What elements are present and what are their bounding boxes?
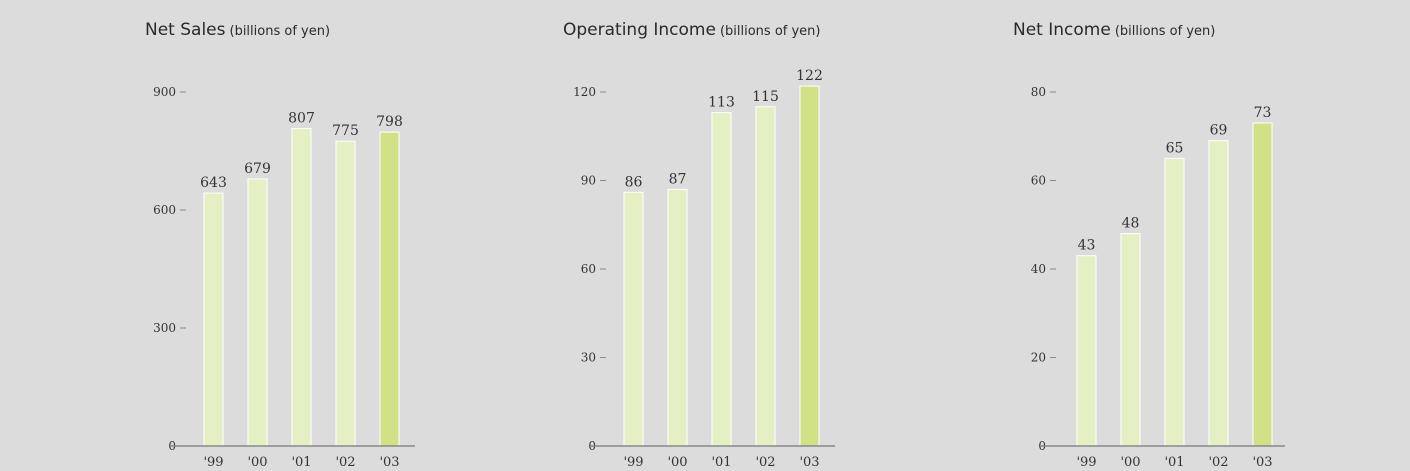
net-income-category-label: '01 <box>1164 455 1184 470</box>
operating-income-bar <box>755 106 776 447</box>
net-sales-bar <box>247 178 268 447</box>
operating-income-category-label: '99 <box>623 455 643 470</box>
net-sales-category-label: '01 <box>291 455 311 470</box>
operating-income-unit: (billions of yen) <box>719 24 821 39</box>
net-income-bar <box>1208 140 1229 447</box>
operating-income-y-tick-label: 120 <box>573 85 596 99</box>
net-income-title-text: Net Income <box>1013 20 1111 40</box>
net-sales-bar <box>379 131 400 447</box>
net-income-category-label: '03 <box>1252 455 1272 470</box>
net-income-bar <box>1252 122 1273 447</box>
operating-income-category-label: '00 <box>667 455 687 470</box>
net-income-bar <box>1164 157 1185 447</box>
net-sales-category-label: '03 <box>379 455 399 470</box>
net-sales-bar <box>291 128 312 447</box>
net-income-y-tick-label: 60 <box>1031 174 1046 188</box>
net-income-y-tick-label: 20 <box>1031 351 1046 365</box>
net-sales-category-label: '00 <box>247 455 267 470</box>
net-income-y-tick-label: 80 <box>1031 85 1046 99</box>
net-sales-bar <box>203 192 224 447</box>
operating-income-category-label: '02 <box>755 455 775 470</box>
operating-income-category-label: '01 <box>711 455 731 470</box>
net-sales-value-label: 643 <box>200 175 227 191</box>
operating-income-category-label: '03 <box>799 455 819 470</box>
net-income-title: Net Income (billions of yen) <box>1013 20 1215 40</box>
net-sales-title-text: Net Sales <box>145 20 226 40</box>
operating-income-value-label: 87 <box>669 171 687 187</box>
operating-income-bar <box>711 112 732 447</box>
net-income-value-label: 69 <box>1210 123 1228 139</box>
operating-income-bar <box>623 191 644 447</box>
net-income-value-label: 48 <box>1122 216 1140 232</box>
operating-income-bar <box>799 85 820 447</box>
operating-income-bar <box>667 188 688 447</box>
net-income-unit: (billions of yen) <box>1114 24 1216 39</box>
net-income-value-label: 43 <box>1078 238 1096 254</box>
net-income-category-label: '99 <box>1076 455 1096 470</box>
net-sales-y-tick-label: 900 <box>153 85 176 99</box>
net-income-y-tick-label: 40 <box>1031 262 1046 276</box>
net-sales-unit: (billions of yen) <box>229 24 331 39</box>
operating-income-title-text: Operating Income <box>563 20 716 40</box>
net-income-category-label: '02 <box>1208 455 1228 470</box>
operating-income-value-label: 122 <box>796 68 823 84</box>
net-sales-value-label: 807 <box>288 111 315 127</box>
net-sales-value-label: 798 <box>376 114 403 130</box>
operating-income-value-label: 113 <box>708 95 735 111</box>
net-sales-value-label: 775 <box>332 123 359 139</box>
operating-income-y-tick-label: 90 <box>581 174 596 188</box>
net-sales-title: Net Sales (billions of yen) <box>145 20 330 40</box>
net-sales-y-tick-label: 600 <box>153 203 176 217</box>
net-income-bar <box>1120 233 1141 447</box>
net-sales-category-label: '99 <box>203 455 223 470</box>
operating-income-y-tick-label: 60 <box>581 262 596 276</box>
net-income-bar <box>1076 255 1097 447</box>
net-income-value-label: 73 <box>1254 105 1272 121</box>
net-sales-category-label: '02 <box>335 455 355 470</box>
net-sales-value-label: 679 <box>244 161 271 177</box>
net-income-category-label: '00 <box>1120 455 1140 470</box>
operating-income-y-tick-label: 30 <box>581 351 596 365</box>
net-sales-bar <box>335 140 356 447</box>
net-sales-y-tick-label: 300 <box>153 321 176 335</box>
operating-income-value-label: 115 <box>752 89 779 105</box>
operating-income-value-label: 86 <box>625 174 643 190</box>
net-income-value-label: 65 <box>1166 140 1184 156</box>
operating-income-title: Operating Income (billions of yen) <box>563 20 821 40</box>
